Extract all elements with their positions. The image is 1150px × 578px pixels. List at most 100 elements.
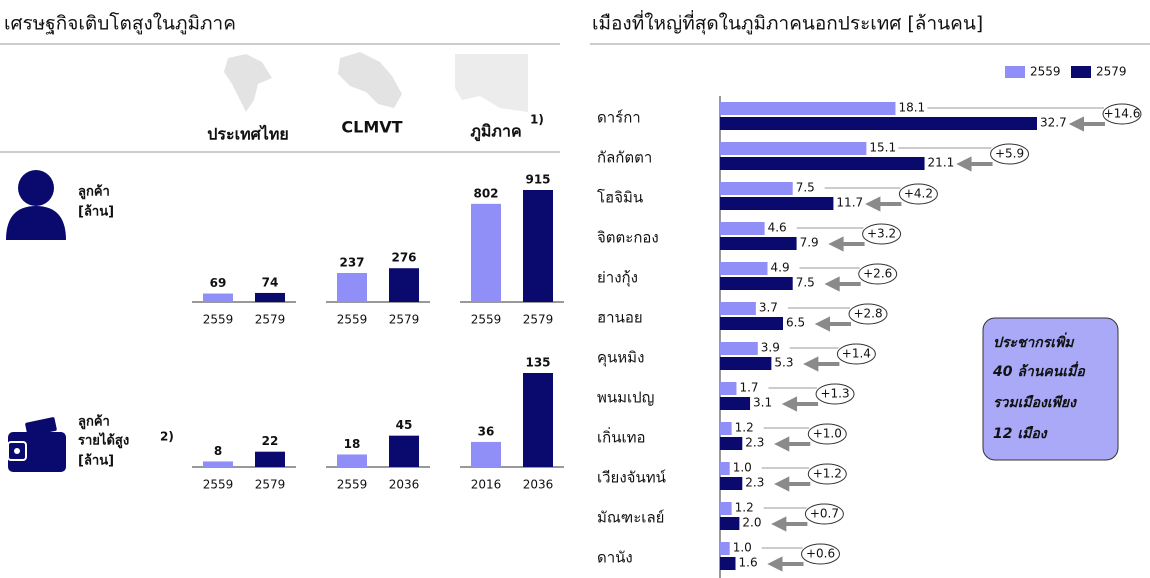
bar bbox=[720, 477, 743, 490]
growth-bubble bbox=[862, 223, 902, 245]
category-label: ฮานอย bbox=[597, 309, 643, 327]
growth-bubble bbox=[848, 303, 888, 325]
column-header: CLMVT bbox=[341, 118, 402, 137]
map-icon bbox=[338, 52, 402, 108]
category-label: เกิ่นเทอ bbox=[597, 427, 646, 447]
value-label: 7.9 bbox=[800, 236, 819, 250]
value-label: 7.5 bbox=[796, 276, 815, 290]
value-label: 1.6 bbox=[739, 556, 758, 570]
growth-arrow bbox=[774, 436, 811, 452]
value-label: 1.2 bbox=[735, 501, 754, 515]
row-label: [ล้าน] bbox=[78, 204, 114, 220]
growth-bubble bbox=[990, 143, 1030, 165]
callout-text: รวมเมืองเพียง bbox=[993, 394, 1077, 411]
bar bbox=[720, 262, 768, 275]
growth-bubble bbox=[807, 423, 847, 445]
growth-label: +1.3 bbox=[820, 387, 849, 401]
value-label: 36 bbox=[478, 424, 495, 438]
value-label: 32.7 bbox=[1040, 116, 1067, 130]
bar bbox=[720, 302, 756, 315]
bar bbox=[720, 517, 740, 530]
value-label: 7.5 bbox=[796, 181, 815, 195]
value-label: 22 bbox=[262, 434, 279, 448]
value-label: 69 bbox=[210, 276, 227, 290]
bar bbox=[720, 277, 793, 290]
category-label: ย่างกุ้ง bbox=[597, 269, 638, 288]
map-icon bbox=[224, 54, 272, 112]
growth-arrow bbox=[956, 156, 993, 172]
growth-arrow bbox=[828, 236, 865, 252]
row-label: [ล้าน] bbox=[78, 453, 114, 469]
bar bbox=[720, 102, 896, 115]
bar bbox=[720, 237, 797, 250]
growth-bubble bbox=[858, 263, 898, 285]
wallet-icon bbox=[7, 441, 27, 461]
person-icon bbox=[18, 170, 54, 206]
category-label: คุนหมิง bbox=[597, 349, 644, 368]
row-label: รายได้สูง bbox=[78, 432, 129, 449]
callout-text: 40 ล้านคนเมื่อ bbox=[992, 361, 1086, 380]
bar bbox=[389, 268, 419, 302]
bar bbox=[720, 422, 732, 435]
bar bbox=[720, 157, 925, 170]
bar bbox=[523, 373, 553, 467]
bar bbox=[203, 293, 233, 302]
bar bbox=[720, 317, 784, 330]
left-title: เศรษฐกิจเติบโตสูงในภูมิภาค bbox=[4, 12, 236, 35]
growth-arrow bbox=[771, 516, 808, 532]
bar bbox=[720, 462, 730, 475]
x-tick-label: 2016 bbox=[471, 478, 502, 492]
growth-bubble bbox=[807, 463, 847, 485]
bar bbox=[337, 272, 367, 302]
category-label: จิตตะกอง bbox=[597, 229, 659, 247]
growth-arrow bbox=[1068, 116, 1105, 132]
growth-label: +2.8 bbox=[853, 307, 882, 321]
value-label: 237 bbox=[339, 255, 364, 269]
growth-arrow bbox=[767, 556, 804, 572]
category-label: โฮจิมิน bbox=[597, 189, 643, 207]
value-label: 3.9 bbox=[761, 341, 780, 355]
column-header: ประเทศไทย bbox=[207, 125, 288, 144]
value-label: 5.3 bbox=[774, 356, 793, 370]
growth-bubble bbox=[801, 543, 841, 565]
growth-arrow bbox=[781, 396, 819, 412]
growth-label: +1.0 bbox=[813, 427, 842, 441]
value-label: 21.1 bbox=[928, 156, 955, 170]
row-label: ลูกค้า bbox=[78, 414, 110, 430]
column-header: ภูมิภาค bbox=[470, 122, 521, 143]
x-tick-label: 2579 bbox=[389, 313, 420, 327]
growth-label: +0.6 bbox=[806, 547, 835, 561]
value-label: 3.1 bbox=[753, 396, 772, 410]
bar bbox=[720, 437, 743, 450]
legend-label: 2559 bbox=[1030, 65, 1061, 79]
value-label: 276 bbox=[391, 251, 416, 265]
footnote-mark: 1) bbox=[530, 113, 544, 127]
value-label: 4.9 bbox=[771, 261, 790, 275]
callout-box bbox=[982, 317, 1119, 461]
category-label: เวียงจันทน์ bbox=[597, 469, 666, 487]
value-label: 45 bbox=[396, 418, 413, 432]
value-label: 4.6 bbox=[768, 221, 787, 235]
x-tick-label: 2559 bbox=[337, 313, 368, 327]
x-tick-label: 2559 bbox=[203, 313, 234, 327]
bar bbox=[203, 461, 233, 467]
value-label: 11.7 bbox=[836, 196, 863, 210]
x-tick-label: 2559 bbox=[471, 313, 502, 327]
value-label: 15.1 bbox=[869, 141, 896, 155]
bar bbox=[389, 435, 419, 467]
bar bbox=[523, 190, 553, 302]
value-label: 8 bbox=[214, 444, 222, 458]
value-label: 18.1 bbox=[898, 101, 925, 115]
bar bbox=[720, 357, 772, 370]
bar bbox=[720, 382, 737, 395]
bar bbox=[720, 557, 736, 570]
value-label: 3.7 bbox=[759, 301, 778, 315]
bar bbox=[720, 197, 834, 210]
footnote-mark: 2) bbox=[160, 430, 174, 444]
legend-label: 2579 bbox=[1096, 65, 1127, 79]
value-label: 1.2 bbox=[735, 421, 754, 435]
value-label: 2.0 bbox=[742, 516, 761, 530]
value-label: 74 bbox=[262, 275, 279, 289]
growth-label: +1.2 bbox=[813, 467, 842, 481]
